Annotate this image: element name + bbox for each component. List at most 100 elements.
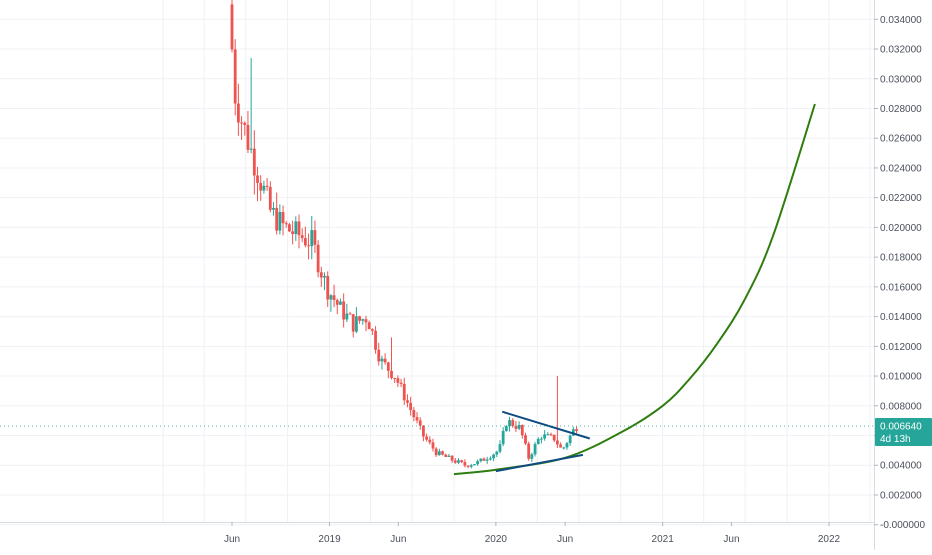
candle-down <box>549 434 553 436</box>
candle-down <box>450 455 454 461</box>
candle-down <box>460 460 464 463</box>
x-axis: Jun 2019 Jun 2020 Jun 2021 Jun 2022 <box>0 522 874 545</box>
x-tick-label: 2022 <box>818 534 841 545</box>
candle-down <box>332 295 336 300</box>
x-tick-label: Jun <box>723 534 739 545</box>
y-tick-label: 0.022000 <box>880 193 922 204</box>
y-tick-label: 0.012000 <box>880 342 922 353</box>
candle-down <box>291 231 295 235</box>
candle-down <box>393 377 397 379</box>
candle-up <box>571 429 575 436</box>
candle-down <box>425 436 428 440</box>
candle-up <box>380 358 384 362</box>
candle-down <box>383 358 387 363</box>
candle-down <box>402 383 406 401</box>
candle-down <box>370 329 374 331</box>
candle-down <box>335 299 339 305</box>
y-tick-label: 0.016000 <box>880 282 922 293</box>
candle-down <box>386 362 390 371</box>
candle-down <box>342 301 346 320</box>
candle-up <box>565 443 569 448</box>
candle-up <box>249 148 253 150</box>
candle-down <box>434 448 438 456</box>
candle-down <box>236 103 240 123</box>
candle-down <box>259 182 263 191</box>
candle-down <box>428 439 432 443</box>
candle-up <box>543 434 547 439</box>
x-tick-label: Jun <box>557 534 573 545</box>
candle-down <box>300 235 304 239</box>
candle-down <box>415 417 419 421</box>
candle-down <box>252 148 256 176</box>
candles <box>230 0 578 469</box>
x-tick-label: Jun <box>224 534 240 545</box>
candle-up <box>329 295 333 300</box>
x-tick-label: 2021 <box>652 534 675 545</box>
candle-up <box>495 451 499 455</box>
candle-down <box>326 275 330 300</box>
candle-down <box>511 420 515 427</box>
candle-down <box>514 426 518 429</box>
candle-down <box>463 462 467 466</box>
candle-down <box>453 460 457 463</box>
candle-up <box>536 438 540 445</box>
candle-down <box>444 454 448 457</box>
last-price-background <box>875 418 932 446</box>
candle-down <box>412 410 416 418</box>
candle-down <box>319 272 323 278</box>
candle-up <box>479 458 483 462</box>
candle-down <box>524 435 527 444</box>
last-price-countdown: 4d 13h <box>880 434 911 445</box>
candle-up <box>437 451 441 456</box>
candle-up <box>447 455 451 457</box>
candle-down <box>230 4 234 50</box>
triangle-trendlines <box>495 410 591 473</box>
parabolic-curve <box>453 103 816 476</box>
candle-down <box>552 434 556 441</box>
candle-up <box>530 454 534 459</box>
parabolic-curve-line <box>453 103 816 476</box>
candle-down <box>422 425 425 437</box>
candle-up <box>323 275 326 278</box>
candle-up <box>504 426 508 432</box>
candle-up <box>488 458 492 460</box>
candle-down <box>313 230 317 245</box>
candle-down <box>441 451 444 455</box>
candle-up <box>533 444 537 455</box>
candle-up <box>485 459 489 461</box>
candle-down <box>288 224 291 232</box>
candle-up <box>310 230 314 247</box>
candle-down <box>418 420 422 426</box>
candle-down <box>307 245 310 247</box>
trendline <box>501 410 591 440</box>
candle-down <box>233 49 237 104</box>
candle-up <box>457 460 460 463</box>
y-tick-label: 0.002000 <box>880 490 922 501</box>
candle-up <box>339 301 342 305</box>
candle-down <box>482 458 486 461</box>
candle-up <box>498 444 502 452</box>
candle-down <box>520 425 524 436</box>
candle-down <box>246 124 250 150</box>
candle-up <box>272 207 275 210</box>
y-tick-label: 0.004000 <box>880 461 922 472</box>
candle-up <box>473 464 476 466</box>
candle-down <box>268 186 272 210</box>
y-tick-label: 0.014000 <box>880 312 922 323</box>
candle-down <box>364 319 368 323</box>
candle-up <box>469 465 473 467</box>
candle-down <box>275 207 279 231</box>
x-tick-label: 2020 <box>485 534 508 545</box>
candle-up <box>345 313 349 320</box>
candle-down <box>367 322 371 330</box>
candle-down <box>265 185 269 187</box>
candle-down <box>559 444 562 448</box>
candle-down <box>348 313 352 315</box>
y-tick-label: 0.034000 <box>880 15 922 26</box>
candle-down <box>281 212 285 224</box>
y-tick-label: 0.010000 <box>880 372 922 383</box>
candle-down <box>527 443 531 459</box>
